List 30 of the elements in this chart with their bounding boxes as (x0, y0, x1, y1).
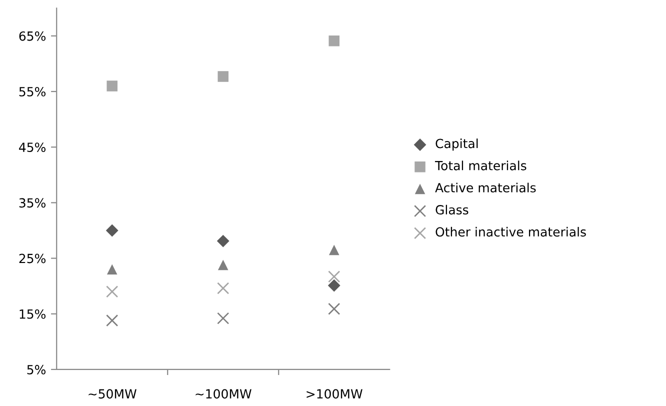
point (217, 312, 230, 324)
y-tick-label: 15% (20, 309, 46, 319)
y-tick-label: 65% (19, 31, 46, 41)
point (106, 264, 118, 275)
x-tick-label: >100MW (306, 389, 362, 399)
point (216, 234, 230, 248)
point (106, 224, 118, 237)
point (106, 314, 118, 327)
point (328, 270, 340, 283)
point (328, 244, 340, 256)
point (328, 36, 340, 46)
y-tick-label: 5% (27, 364, 46, 374)
point (106, 286, 118, 298)
legend-label: Glass (436, 204, 468, 215)
point (328, 279, 340, 292)
y-tick-label: 25% (19, 254, 46, 264)
legend-label: Active materials (435, 182, 536, 192)
y-tick-label: 55% (19, 86, 46, 96)
legend-label: Capital (436, 138, 478, 151)
point (106, 80, 118, 92)
point (328, 302, 340, 315)
x-tick-label: ~100MW (196, 389, 252, 399)
legend-label: Other inactive materials (436, 226, 586, 237)
x-tick-label: ~50MW (88, 389, 136, 399)
y-tick-label: 35% (19, 198, 46, 208)
point (217, 282, 230, 294)
legend-label: Total materials (434, 160, 526, 170)
point (218, 260, 228, 270)
y-tick-label: 45% (19, 142, 46, 152)
point (218, 71, 228, 82)
